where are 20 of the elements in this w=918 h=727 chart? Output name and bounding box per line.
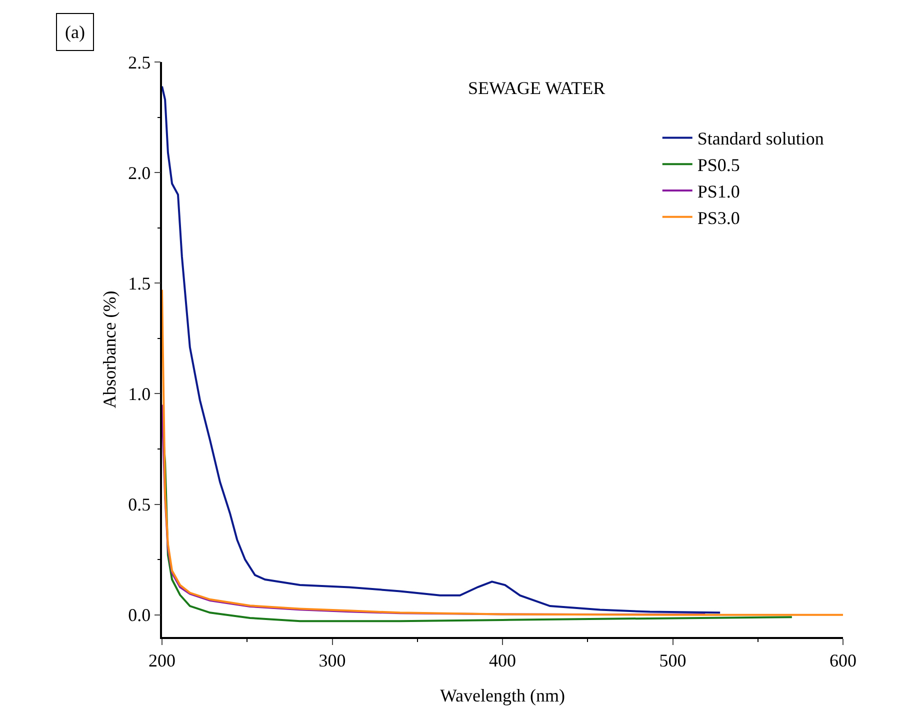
x-tick-label: 500 xyxy=(659,650,686,670)
x-tick-label: 600 xyxy=(830,650,856,670)
y-tick-label: 1.5 xyxy=(128,273,151,294)
legend-label: PS3.0 xyxy=(697,208,740,228)
legend-label: PS0.5 xyxy=(697,155,740,176)
legend-label: PS1.0 xyxy=(697,182,740,202)
x-tick-label: 200 xyxy=(148,650,176,670)
y-tick-label: 0.0 xyxy=(128,605,151,626)
y-axis-title: Absorbance (%) xyxy=(100,290,120,408)
x-tick-label: 300 xyxy=(318,650,346,670)
y-tick-label: 2.0 xyxy=(128,162,151,183)
x-axis-title: Wavelength (nm) xyxy=(440,686,566,706)
x-tick-label: 400 xyxy=(489,650,516,670)
text: SEWAGE WATER xyxy=(468,78,606,98)
line-series xyxy=(162,288,843,616)
y-tick-label: 2.5 xyxy=(128,52,151,72)
text: (a) xyxy=(65,22,85,42)
legend-label: Standard solution xyxy=(697,128,824,149)
y-tick-label: 0.5 xyxy=(128,494,151,515)
y-tick-label: 1.0 xyxy=(128,384,151,404)
